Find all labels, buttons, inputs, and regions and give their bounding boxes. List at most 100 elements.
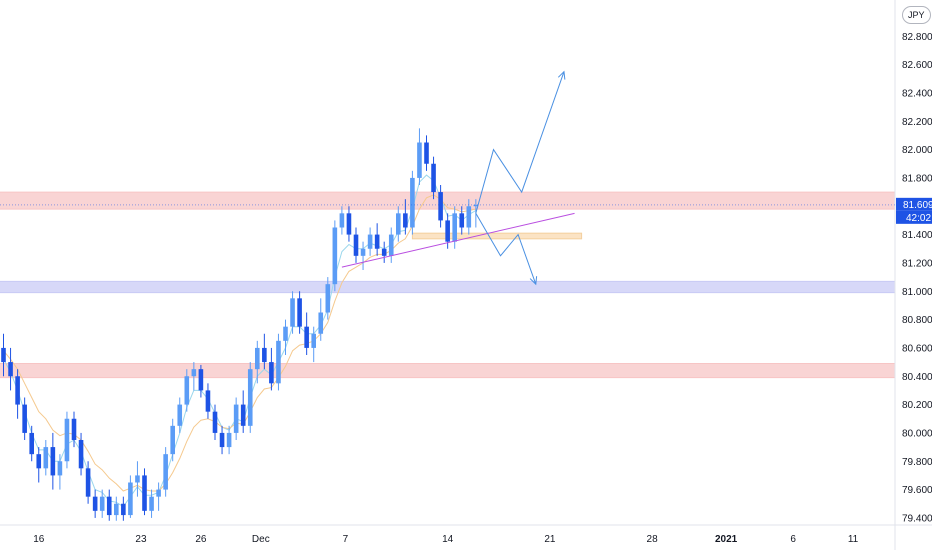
candle-body — [403, 213, 408, 228]
candle-body — [311, 333, 316, 348]
candle — [290, 291, 295, 334]
last-price-value: 81.609 — [903, 200, 932, 211]
candle-body — [114, 503, 119, 516]
countdown-badge — [896, 210, 932, 224]
candle — [233, 397, 239, 440]
candle-body — [438, 192, 443, 221]
drawings-layer — [341, 70, 575, 286]
candle — [381, 241, 387, 263]
candle-body — [262, 347, 267, 363]
candle-body — [15, 376, 20, 405]
candle-body — [269, 362, 274, 384]
candle — [114, 496, 119, 521]
candle — [459, 206, 465, 235]
candle-body — [466, 206, 472, 228]
candle — [184, 369, 190, 412]
candle-body — [198, 369, 204, 391]
last-price-badge — [896, 197, 932, 211]
y-tick-label: 82.000 — [902, 145, 932, 156]
candle-body — [388, 234, 394, 256]
candle — [269, 347, 274, 391]
projection-path-1 — [475, 213, 537, 285]
candle — [191, 362, 197, 391]
candle-body — [142, 475, 147, 511]
candle — [36, 447, 42, 483]
candle — [388, 227, 394, 263]
currency-selector[interactable]: JPY — [902, 6, 931, 24]
candle-body — [177, 404, 183, 426]
candle — [283, 319, 288, 355]
candle — [156, 482, 161, 511]
y-tick-label: 82.200 — [902, 117, 932, 128]
candle-body — [212, 411, 218, 433]
candle-body — [135, 475, 140, 483]
candle — [219, 425, 225, 455]
zone-1 — [0, 281, 895, 293]
price-badges: 81.609 42:02 — [0, 197, 932, 224]
x-tick-label: 21 — [544, 534, 556, 545]
candle — [262, 333, 267, 370]
candle-body — [233, 404, 239, 433]
candle — [135, 461, 140, 497]
candle-body — [36, 454, 42, 469]
candle — [64, 411, 70, 469]
candle — [255, 340, 260, 384]
y-tick-label: 81.800 — [902, 173, 932, 184]
candle-body — [424, 142, 429, 164]
y-tick-label: 82.400 — [902, 88, 932, 99]
y-tick-label: 81.400 — [902, 230, 932, 241]
candle-body — [78, 440, 84, 469]
currency-label: JPY — [908, 10, 925, 20]
candle-body — [64, 418, 70, 462]
candle-body — [360, 248, 366, 256]
candle — [99, 489, 105, 518]
candle — [318, 298, 324, 341]
candle-body — [353, 234, 359, 256]
candle-body — [1, 347, 6, 363]
candle-body — [43, 447, 49, 469]
candle — [57, 454, 63, 490]
candle — [121, 496, 126, 521]
zone-0 — [0, 192, 895, 210]
candle — [226, 425, 232, 455]
candle — [431, 156, 436, 200]
y-tick-label: 80.800 — [902, 315, 932, 326]
candle — [71, 411, 77, 448]
price-axis[interactable]: 82.800 82.600 82.400 82.200 82.000 81.800 81.6… — [894, 0, 932, 550]
candle — [396, 206, 401, 242]
candle-body — [304, 326, 309, 348]
candle — [304, 312, 309, 355]
candle — [325, 277, 331, 320]
candle-body — [473, 204, 479, 207]
candle — [346, 206, 352, 242]
x-tick-label: 14 — [442, 534, 454, 545]
candle-body — [57, 461, 63, 476]
candle — [85, 461, 91, 504]
y-tick-label: 82.800 — [902, 32, 932, 43]
candle — [247, 362, 253, 433]
candle-body — [417, 142, 422, 178]
candle-body — [71, 418, 77, 440]
candle-body — [149, 496, 154, 511]
small-zone — [411, 232, 583, 240]
x-tick-label: Dec — [252, 534, 270, 545]
candle-body — [367, 234, 373, 249]
y-tick-label: 80.000 — [902, 428, 932, 439]
x-tick-label: 28 — [647, 534, 659, 545]
candle-body — [240, 404, 246, 426]
candle — [311, 326, 316, 363]
candle — [78, 432, 84, 476]
candle — [128, 475, 133, 518]
candle-body — [22, 404, 27, 433]
candle-body — [92, 496, 98, 511]
projection-path-0 — [475, 71, 565, 214]
candle-body — [325, 284, 331, 313]
x-tick-label: 11 — [848, 534, 859, 545]
zones-layer — [0, 191, 895, 379]
time-axis[interactable]: 16 23 26 Dec 7 14 21 28 2021 6 11 — [0, 524, 932, 545]
x-tick-label: 16 — [33, 534, 45, 545]
candle — [424, 135, 429, 171]
candle-body — [332, 227, 338, 285]
y-tick-label: 79.800 — [902, 457, 932, 468]
